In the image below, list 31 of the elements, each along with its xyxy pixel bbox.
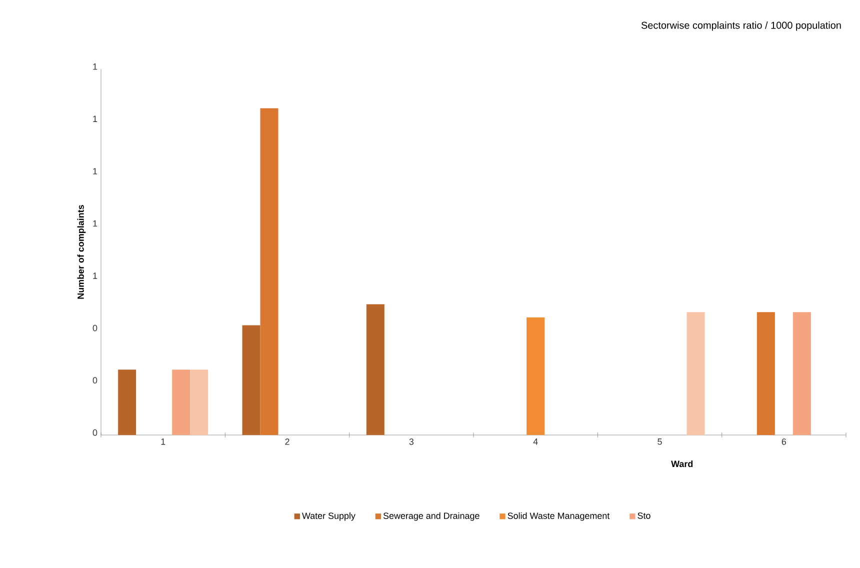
bar — [118, 370, 136, 435]
bar — [686, 312, 705, 435]
bar — [260, 108, 278, 435]
y-tick-label: 1 — [93, 272, 98, 279]
bar — [242, 325, 260, 435]
bar — [792, 312, 811, 435]
x-tick-label: 3 — [409, 438, 414, 445]
legend-label: Solid Waste Management — [508, 512, 610, 521]
x-tick-label: 4 — [533, 438, 538, 445]
bar — [366, 304, 384, 435]
y-tick-label: 1 — [93, 116, 98, 122]
bar — [190, 370, 208, 435]
x-tick-label: 2 — [285, 438, 290, 445]
legend-label: Sewerage and Drainage — [383, 512, 480, 521]
bar — [172, 370, 190, 435]
x-tick-label: 6 — [782, 438, 786, 445]
y-tick-label: 0 — [92, 324, 98, 332]
chart-title: Sectorwise complaints ratio / 1000 population — [641, 22, 841, 31]
y-axis-title: Number of complaints — [77, 205, 86, 299]
y-tick-label: 1 — [93, 220, 98, 227]
y-tick-label: 1 — [93, 64, 98, 70]
x-tick-label: 1 — [161, 438, 166, 445]
y-tick-label: 0 — [92, 377, 98, 384]
legend-label: Water Supply — [302, 512, 356, 521]
bar — [526, 317, 545, 435]
y-tick-label: 1 — [93, 168, 98, 174]
x-tick-label: 5 — [658, 438, 662, 445]
legend-label: Sto — [638, 512, 650, 519]
y-tick-label: 0 — [92, 429, 98, 436]
x-axis-title: Ward — [671, 460, 693, 468]
bar — [756, 312, 775, 435]
